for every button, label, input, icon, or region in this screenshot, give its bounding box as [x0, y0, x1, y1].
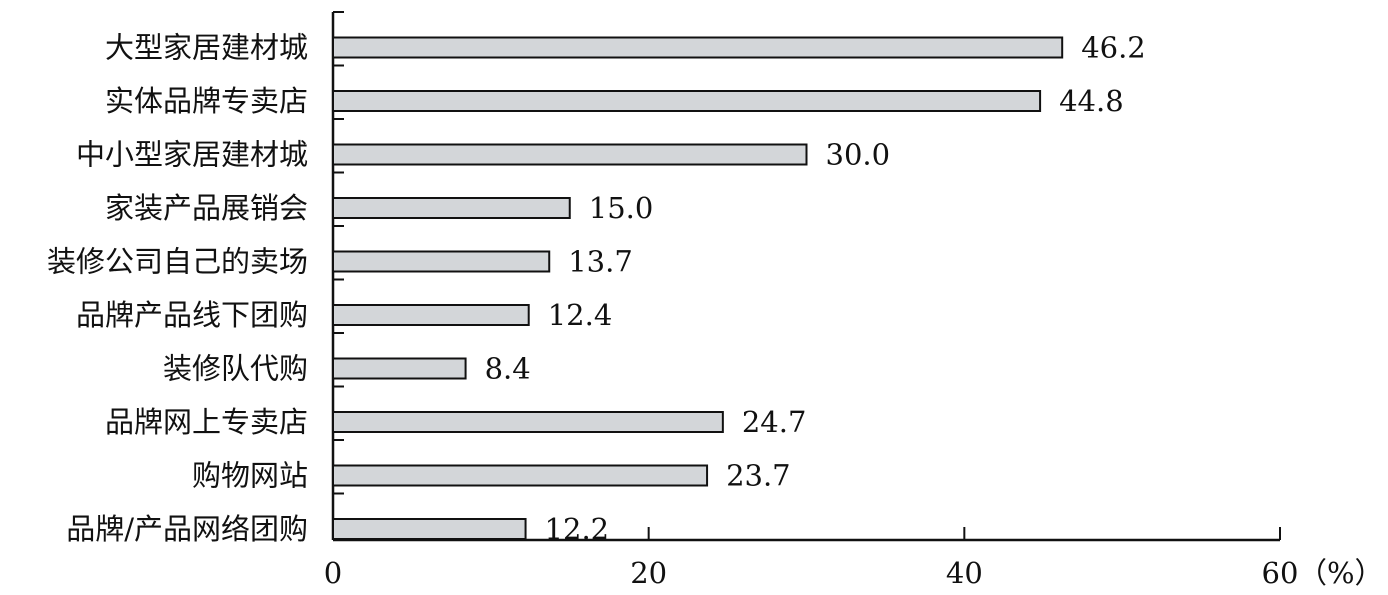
category-label: 大型家居建材城: [105, 31, 308, 65]
value-label: 24.7: [742, 405, 807, 439]
category-label: 实体品牌专卖店: [105, 84, 308, 118]
category-label: 中小型家居建材城: [76, 138, 308, 172]
category-label: 装修公司自己的卖场: [47, 245, 308, 279]
bar: [332, 143, 808, 166]
bar: [332, 250, 551, 273]
category-label: 购物网站: [192, 459, 308, 493]
bar: [332, 90, 1042, 112]
bar: [332, 357, 467, 380]
category-label: 品牌/产品网络团购: [66, 512, 308, 546]
category-label: 品牌网上专卖店: [105, 405, 308, 439]
value-label: 13.7: [568, 245, 633, 279]
bar: [332, 518, 527, 540]
x-tick-label: 0: [324, 556, 342, 590]
category-label: 装修队代购: [163, 352, 308, 386]
value-label: 46.2: [1081, 31, 1146, 65]
value-label: 12.4: [548, 298, 613, 332]
value-label: 30.0: [826, 138, 891, 172]
labels: 0 20 40 60 （%） 大型家居建材城 46.2 实体品牌专卖店 44.8 中小型家居建材城…: [47, 31, 1384, 591]
bar: [332, 197, 571, 219]
x-tick-label: 40: [946, 556, 983, 590]
value-label: 44.8: [1059, 84, 1124, 118]
category-label: 品牌产品线下团购: [76, 298, 308, 332]
x-tick-label: 20: [630, 556, 667, 590]
x-tick-label: 60: [1262, 556, 1299, 590]
x-unit-label: （%）: [1298, 556, 1384, 590]
bar: [332, 304, 530, 326]
bar: [332, 464, 709, 487]
value-label: 23.7: [726, 459, 791, 493]
bar: [332, 411, 724, 433]
bar: [332, 36, 1064, 59]
value-label: 12.2: [545, 512, 610, 546]
value-label: 15.0: [589, 191, 654, 225]
bars: [332, 36, 1064, 540]
category-label: 家装产品展销会: [105, 191, 308, 225]
value-label: 8.4: [485, 352, 531, 386]
